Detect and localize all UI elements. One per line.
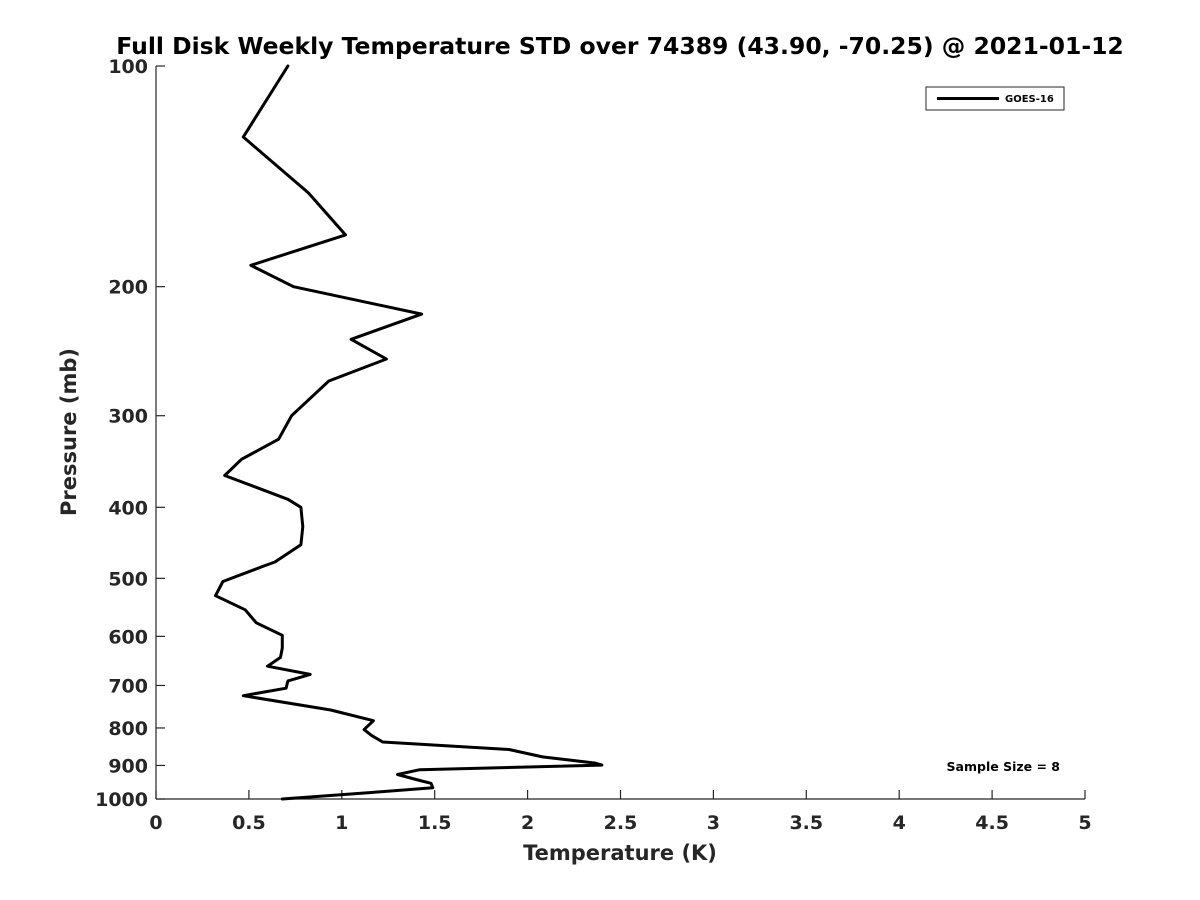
axes bbox=[155, 66, 1085, 800]
x-tick-label: 0 bbox=[149, 812, 162, 834]
x-tick-label: 4.5 bbox=[975, 812, 1009, 834]
y-tick-label: 600 bbox=[108, 626, 148, 648]
series-line-goes-16 bbox=[214, 64, 604, 801]
y-axis-label: Pressure (mb) bbox=[57, 348, 81, 516]
y-tick-label: 100 bbox=[108, 56, 148, 78]
x-tick-label: 3.5 bbox=[789, 812, 823, 834]
x-tick-label: 2 bbox=[521, 812, 534, 834]
legend-label-goes-16: GOES-16 bbox=[1005, 94, 1054, 105]
x-tick-label: 4 bbox=[893, 812, 906, 834]
y-tick-label: 700 bbox=[108, 675, 148, 697]
sample-size-annotation: Sample Size = 8 bbox=[947, 759, 1060, 774]
y-tick-label: 200 bbox=[108, 277, 148, 299]
x-ticks: 0 0.5 1 1.5 2 2.5 3 3.5 4 4.5 5 bbox=[149, 790, 1092, 834]
x-tick-label: 1 bbox=[335, 812, 348, 834]
x-tick-label: 3 bbox=[707, 812, 720, 834]
y-tick-label: 400 bbox=[108, 497, 148, 519]
series-layer bbox=[214, 64, 604, 801]
y-tick-label: 500 bbox=[108, 568, 148, 590]
x-tick-label: 5 bbox=[1078, 812, 1091, 834]
y-tick-label: 900 bbox=[108, 755, 148, 777]
y-tick-label: 300 bbox=[108, 406, 148, 428]
x-tick-label: 2.5 bbox=[604, 812, 638, 834]
y-ticks: 100 200 300 400 500 600 700 800 900 1000 bbox=[95, 56, 165, 811]
x-tick-label: 1.5 bbox=[418, 812, 452, 834]
legend: GOES-16 bbox=[925, 86, 1065, 111]
x-axis-label: Temperature (K) bbox=[523, 841, 717, 865]
x-tick-label: 0.5 bbox=[232, 812, 266, 834]
y-tick-label: 1000 bbox=[95, 789, 148, 811]
chart-title: Full Disk Weekly Temperature STD over 74… bbox=[116, 32, 1124, 60]
y-tick-label: 800 bbox=[108, 718, 148, 740]
